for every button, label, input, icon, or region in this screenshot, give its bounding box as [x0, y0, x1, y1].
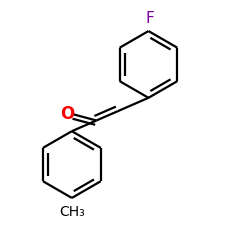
Text: CH₃: CH₃ [59, 205, 85, 219]
Text: O: O [60, 106, 75, 124]
Text: F: F [145, 11, 154, 26]
